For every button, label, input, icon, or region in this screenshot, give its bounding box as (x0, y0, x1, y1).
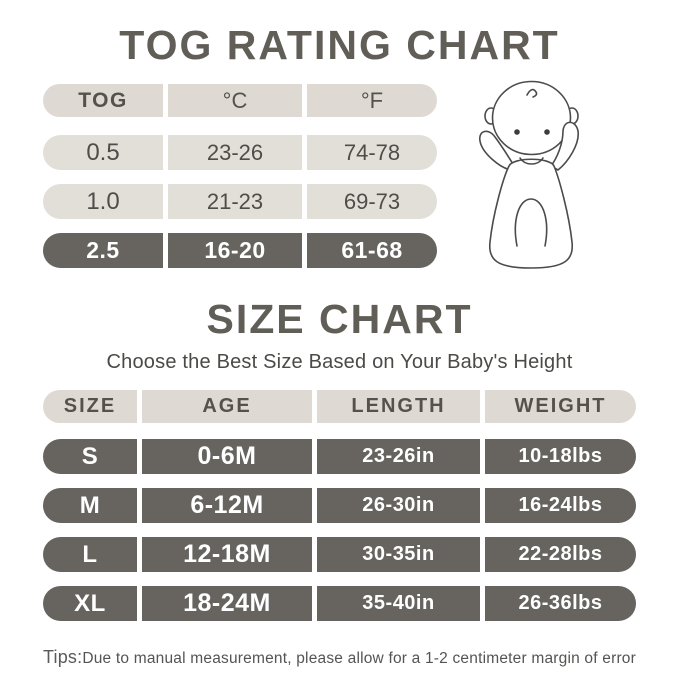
age-range: 18-24M (142, 586, 312, 621)
size-chart-subtitle: Choose the Best Size Based on Your Baby'… (106, 351, 573, 373)
fahrenheit-range: 74-78 (307, 135, 437, 170)
length-range: 23-26in (317, 439, 480, 474)
size-row-s: S 0-6M 23-26in 10-18lbs (43, 439, 679, 474)
age-range: 0-6M (142, 439, 312, 474)
length-range: 26-30in (317, 488, 480, 523)
tog-header-fahrenheit: °F (307, 84, 437, 117)
baby-sleep-sack-icon (479, 80, 579, 269)
weight-range: 26-36lbs (485, 586, 636, 621)
size-value: L (43, 537, 137, 572)
size-row-xl: XL 18-24M 35-40in 26-36lbs (43, 586, 679, 621)
length-range: 30-35in (317, 537, 480, 572)
celsius-range: 23-26 (168, 135, 302, 170)
size-header-length: LENGTH (317, 390, 480, 423)
size-value: XL (43, 586, 137, 621)
tog-header-celsius: °C (168, 84, 302, 117)
tog-rating-chart-title: TOG RATING CHART (119, 22, 560, 68)
tips-label: Tips: (43, 647, 83, 667)
tips-text: Due to manual measurement, please allow … (82, 650, 636, 667)
size-row-m: M 6-12M 26-30in 16-24lbs (43, 488, 679, 523)
baby-sack-body (488, 158, 574, 269)
baby-eyes (514, 129, 550, 135)
size-value: S (43, 439, 137, 474)
tog-row-25-highlighted: 2.5 16-20 61-68 (43, 233, 679, 268)
baby-right-arm (550, 121, 579, 171)
baby-left-arm (479, 130, 514, 171)
tog-value: 1.0 (43, 184, 163, 219)
size-header-age: AGE (142, 390, 312, 423)
tips-note: Tips:Due to manual measurement, please a… (0, 647, 679, 668)
baby-legs-fold (514, 198, 548, 247)
baby-head (491, 80, 572, 156)
weight-range: 22-28lbs (485, 537, 636, 572)
tog-section: TOG °C °F 0.5 23-26 74-78 1.0 21-23 69-7… (0, 80, 679, 269)
tog-row-10: 1.0 21-23 69-73 (43, 184, 679, 219)
celsius-range: 21-23 (168, 184, 302, 219)
size-header-weight: WEIGHT (485, 390, 636, 423)
baby-collar (519, 157, 544, 165)
size-table-header-row: SIZE AGE LENGTH WEIGHT (43, 390, 679, 423)
size-table: SIZE AGE LENGTH WEIGHT S 0-6M 23-26in 10… (43, 390, 679, 621)
age-range: 6-12M (142, 488, 312, 523)
size-chart-title: SIZE CHART (206, 296, 473, 342)
weight-range: 16-24lbs (485, 488, 636, 523)
age-range: 12-18M (142, 537, 312, 572)
fahrenheit-range: 69-73 (307, 184, 437, 219)
size-value: M (43, 488, 137, 523)
tog-row-05: 0.5 23-26 74-78 (43, 135, 679, 170)
baby-hair-curl (526, 88, 538, 98)
length-range: 35-40in (317, 586, 480, 621)
tog-header-tog: TOG (43, 84, 163, 117)
fahrenheit-range: 61-68 (307, 233, 437, 268)
tog-table: TOG °C °F 0.5 23-26 74-78 1.0 21-23 69-7… (43, 84, 679, 268)
tog-value: 0.5 (43, 135, 163, 170)
tog-table-header-row: TOG °C °F (43, 84, 679, 117)
tog-value: 2.5 (43, 233, 163, 268)
size-header-size: SIZE (43, 390, 137, 423)
size-row-l: L 12-18M 30-35in 22-28lbs (43, 537, 679, 572)
celsius-range: 16-20 (168, 233, 302, 268)
weight-range: 10-18lbs (485, 439, 636, 474)
